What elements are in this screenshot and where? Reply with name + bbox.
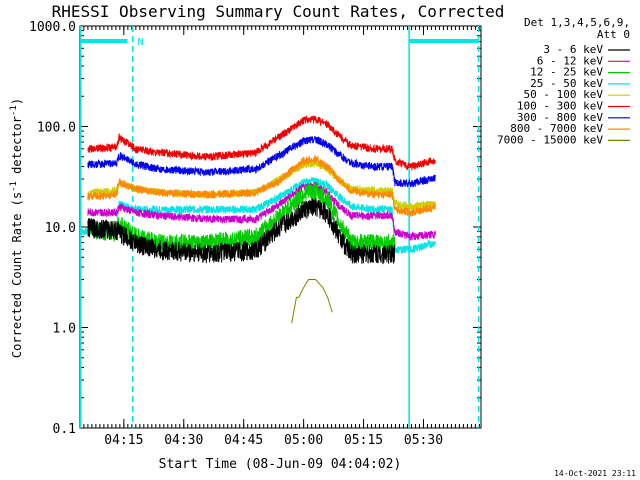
series-line-7 bbox=[87, 154, 436, 218]
y-axis-label-part: Corrected Count Rate (s bbox=[10, 192, 24, 358]
x-tick-label: 05:30 bbox=[404, 433, 443, 448]
series-line-0 bbox=[87, 197, 396, 265]
legend-label-0: 3 - 6 keV bbox=[543, 43, 603, 56]
x-tick-label: 05:15 bbox=[344, 433, 383, 448]
x-axis-ticks: 04:15 04:30 04:45 05:00 05:15 05:30 bbox=[83, 26, 480, 448]
series-layer bbox=[80, 114, 436, 324]
legend-label-2: 12 - 25 keV bbox=[530, 66, 603, 79]
x-tick-label: 05:00 bbox=[284, 433, 323, 448]
legend-label-8: 7000 - 15000 keV bbox=[497, 133, 603, 146]
x-tick-label: 04:15 bbox=[104, 433, 143, 448]
legend-label-3: 25 - 50 keV bbox=[530, 77, 603, 90]
y-axis-label-part: detector bbox=[10, 116, 24, 181]
x-tick-label: 04:30 bbox=[164, 433, 203, 448]
chart-title: RHESSI Observing Summary Count Rates, Co… bbox=[52, 2, 505, 21]
y-axis-label-sup: -1 bbox=[9, 105, 19, 116]
series-line-5 bbox=[87, 114, 436, 171]
footer-date: 14-Oct-2021 23:11 bbox=[554, 469, 636, 478]
legend-label-6: 300 - 800 keV bbox=[517, 111, 603, 124]
series-line-8 bbox=[291, 279, 333, 324]
legend-header-att: Att 0 bbox=[597, 28, 630, 41]
y-tick-label: 10.0 bbox=[45, 221, 76, 236]
series-line-1 bbox=[87, 181, 436, 241]
legend-header: Det 1,3,4,5,6,9, bbox=[524, 16, 630, 29]
x-axis-label: Start Time (08-Jun-09 04:04:02) bbox=[159, 457, 402, 472]
y-tick-label: 1000.0 bbox=[29, 20, 76, 35]
y-tick-label: 1.0 bbox=[53, 322, 76, 337]
y-tick-label: 100.0 bbox=[37, 121, 76, 136]
x-tick-label: 04:45 bbox=[224, 433, 263, 448]
series-line-6 bbox=[87, 135, 436, 188]
y-axis-label: Corrected Count Rate (s-1 detector-1) bbox=[9, 98, 24, 358]
legend-label-1: 6 - 12 keV bbox=[537, 54, 604, 67]
legend-label-4: 50 - 100 keV bbox=[524, 88, 604, 101]
y-axis-label-part: ) bbox=[10, 98, 24, 105]
series-line-2 bbox=[87, 182, 396, 254]
flag-label: N bbox=[138, 37, 144, 48]
legend-label-7: 800 - 7000 keV bbox=[510, 122, 603, 135]
y-tick-label: 0.1 bbox=[53, 422, 76, 437]
y-axis-label-sup: -1 bbox=[9, 181, 19, 192]
legend-label-5: 100 - 300 keV bbox=[517, 100, 603, 113]
